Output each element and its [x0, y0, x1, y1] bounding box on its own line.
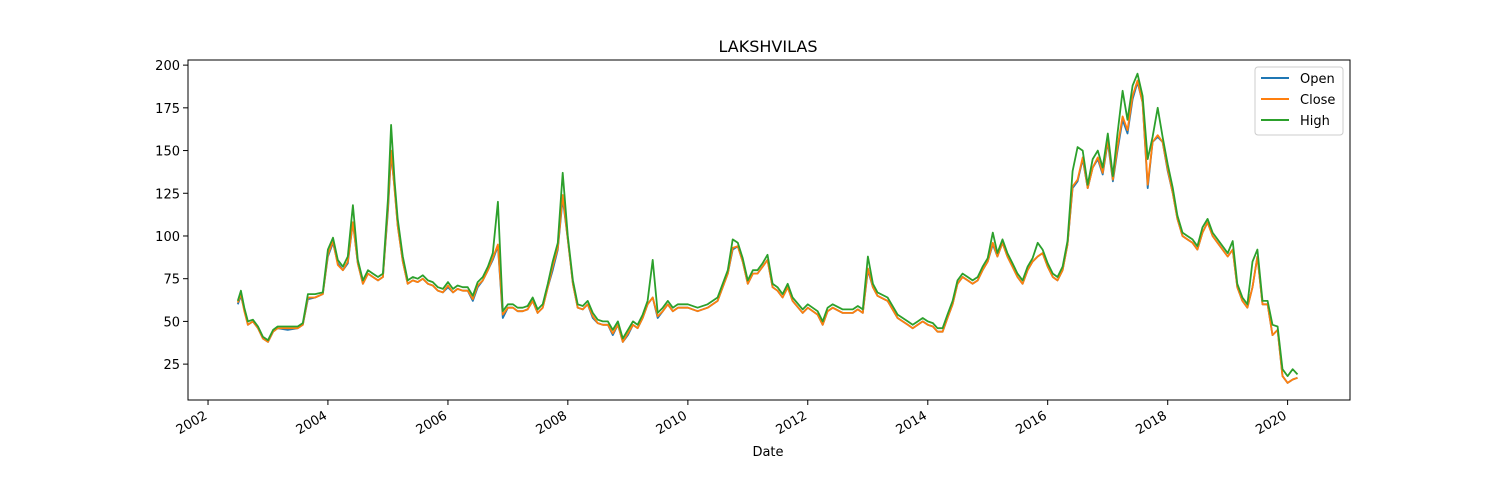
- y-tick-label: 125: [155, 187, 180, 202]
- plot-frame: [187, 59, 1351, 401]
- y-tick-label: 100: [155, 230, 180, 245]
- x-tick-label: 2020: [1253, 408, 1289, 438]
- x-axis: 2002 2004 2006 2008 2010 2012 2014 2016 2018 2020: [174, 400, 1290, 438]
- series-line-close: [236, 79, 1298, 384]
- y-axis: 25 50 75 100 125 150 175 200: [155, 59, 188, 373]
- legend: Open Close High: [1254, 66, 1344, 136]
- legend-box: [1254, 66, 1344, 136]
- y-tick-label: 150: [155, 145, 180, 160]
- x-tick-label: 2008: [534, 408, 570, 438]
- y-tick-label: 50: [163, 315, 180, 330]
- y-tick-label: 200: [155, 59, 180, 74]
- x-tick-label: 2018: [1134, 408, 1170, 438]
- x-tick-label: 2004: [294, 408, 330, 438]
- chart-title: LAKSHVILAS: [719, 37, 818, 56]
- y-tick-label: 175: [155, 102, 180, 117]
- x-tick-label: 2002: [174, 408, 210, 438]
- legend-label-high: High: [1300, 114, 1330, 129]
- series-line-high: [236, 72, 1299, 378]
- x-tick-label: 2016: [1014, 408, 1050, 438]
- legend-label-open: Open: [1300, 72, 1335, 87]
- plot-lines: [236, 72, 1299, 384]
- x-tick-label: 2012: [774, 408, 810, 438]
- legend-label-close: Close: [1300, 93, 1335, 108]
- y-tick-label: 25: [163, 358, 180, 373]
- y-tick-label: 75: [163, 273, 180, 288]
- series-line-open: [236, 81, 1298, 384]
- x-axis-label: Date: [752, 445, 783, 460]
- x-tick-label: 2014: [894, 408, 930, 438]
- x-tick-label: 2010: [654, 408, 690, 438]
- x-tick-label: 2006: [414, 408, 450, 438]
